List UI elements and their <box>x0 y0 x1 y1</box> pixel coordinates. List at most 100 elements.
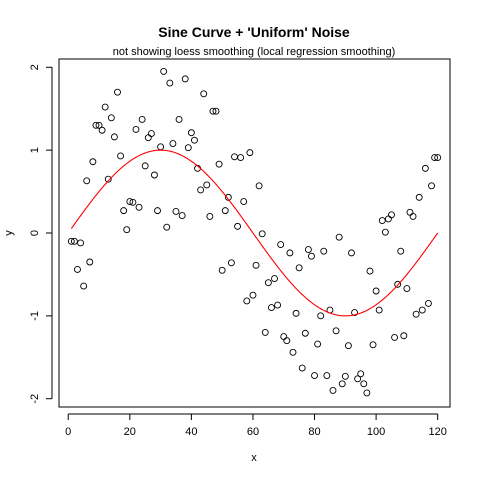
data-point <box>120 207 128 215</box>
data-point <box>277 241 285 249</box>
data-point <box>212 107 220 115</box>
data-point <box>191 136 198 144</box>
data-point <box>74 266 81 273</box>
data-point <box>298 364 306 372</box>
scatter-points <box>67 67 442 397</box>
data-point <box>203 181 211 189</box>
data-point <box>394 280 402 288</box>
data-point <box>348 249 355 257</box>
data-point <box>98 126 106 134</box>
sine-curve-line <box>70 149 439 317</box>
data-point <box>184 144 192 152</box>
data-point <box>147 130 155 138</box>
x-tick-label: 120 <box>429 426 447 438</box>
data-point <box>421 164 429 172</box>
data-point <box>215 160 223 168</box>
x-axis: 0 20 40 60 80 100 120 <box>65 413 447 438</box>
data-point <box>314 340 322 348</box>
data-point <box>187 129 195 137</box>
data-point <box>67 237 75 245</box>
data-point <box>175 116 183 123</box>
data-point <box>181 75 189 83</box>
data-point <box>391 333 399 341</box>
data-point <box>363 389 371 397</box>
data-point <box>332 327 340 335</box>
plot-frame <box>58 58 451 408</box>
data-point <box>341 372 349 380</box>
data-point <box>381 228 389 236</box>
data-point <box>83 177 91 185</box>
data-point <box>107 114 115 122</box>
data-point <box>354 375 362 383</box>
data-point <box>150 171 158 179</box>
data-point <box>329 386 337 394</box>
data-point <box>240 198 248 205</box>
data-point <box>138 116 146 123</box>
y-tick-label: -2 <box>29 394 41 404</box>
data-point <box>261 328 269 336</box>
data-point <box>246 149 254 157</box>
data-point <box>351 309 359 316</box>
data-point <box>178 212 186 220</box>
data-point <box>258 230 266 238</box>
data-point <box>129 198 137 206</box>
data-point <box>289 348 297 356</box>
data-point <box>80 282 88 290</box>
data-point <box>224 193 232 201</box>
data-point <box>357 370 365 378</box>
x-tick-label: 40 <box>185 426 197 438</box>
data-point <box>378 217 386 225</box>
data-point <box>237 154 245 162</box>
data-point <box>169 140 177 147</box>
data-point <box>397 247 405 255</box>
x-tick-label: 20 <box>124 426 136 438</box>
data-point <box>344 342 352 350</box>
data-point <box>372 287 380 295</box>
data-point <box>160 67 168 75</box>
data-point <box>89 158 97 166</box>
y-tick-label: 1 <box>29 147 41 153</box>
data-point <box>123 226 131 234</box>
x-tick-label: 0 <box>65 426 71 438</box>
data-point <box>154 207 161 215</box>
data-point <box>360 380 368 388</box>
x-tick-label: 80 <box>308 426 320 438</box>
data-point <box>403 285 411 292</box>
data-point <box>388 211 395 219</box>
data-point <box>424 299 432 307</box>
data-point <box>264 279 272 287</box>
data-point <box>206 212 214 220</box>
data-point <box>369 341 377 349</box>
x-axis-label: x <box>251 452 257 464</box>
data-point <box>172 208 180 215</box>
data-point <box>311 372 318 379</box>
data-point <box>227 259 235 267</box>
data-point <box>163 223 171 231</box>
data-point <box>243 297 251 305</box>
data-point <box>308 252 315 260</box>
data-point <box>104 175 112 183</box>
data-point <box>428 182 435 190</box>
data-point <box>221 207 229 215</box>
data-point <box>209 107 217 115</box>
data-point <box>77 239 85 247</box>
data-point <box>252 261 260 269</box>
data-point <box>249 291 257 299</box>
data-point <box>317 312 325 320</box>
data-point <box>255 182 263 190</box>
data-point <box>292 309 300 317</box>
data-point <box>304 246 312 254</box>
data-point <box>283 337 291 345</box>
data-point <box>95 121 103 129</box>
chart-subtitle: not showing loess smoothing (local regre… <box>113 46 395 58</box>
y-tick-label: 2 <box>29 64 41 70</box>
data-point <box>274 301 282 309</box>
x-tick-label: 60 <box>247 426 259 438</box>
data-point <box>415 193 423 201</box>
data-point <box>70 237 78 245</box>
data-point <box>320 247 328 255</box>
data-point <box>409 212 417 220</box>
y-axis-label: y <box>3 230 15 236</box>
data-point <box>114 88 121 96</box>
data-point <box>267 304 275 312</box>
